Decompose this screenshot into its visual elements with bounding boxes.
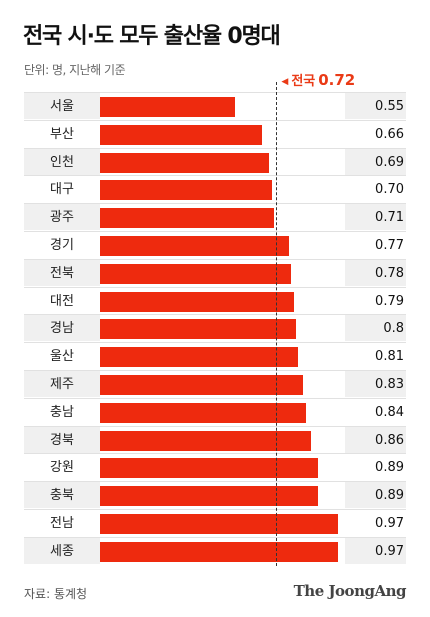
reference-label: ◀ 전국 0.72 xyxy=(281,70,355,89)
bar xyxy=(100,152,270,173)
bar-track xyxy=(100,231,345,258)
bar-row: 경남 0.8 xyxy=(24,314,406,342)
reference-label-text: 전국 xyxy=(291,74,316,89)
bar xyxy=(100,263,292,284)
bar-track xyxy=(100,509,345,536)
bar-row: 강원 0.89 xyxy=(24,453,406,480)
bar-track xyxy=(100,370,345,397)
bar xyxy=(100,291,294,312)
bar-track xyxy=(100,147,345,175)
bar xyxy=(100,319,296,340)
bar-row: 대전 0.79 xyxy=(24,286,406,314)
value-label: 0.8 xyxy=(345,314,406,342)
value-label: 0.69 xyxy=(345,147,406,175)
bar xyxy=(100,375,304,395)
category-label: 전남 xyxy=(24,509,100,536)
category-label: 경남 xyxy=(24,314,100,342)
bar xyxy=(100,430,311,451)
bar-track xyxy=(100,481,345,508)
value-label: 0.66 xyxy=(345,119,406,147)
value-label: 0.83 xyxy=(345,370,406,397)
bar xyxy=(100,514,338,534)
bar xyxy=(100,347,299,368)
bar-track xyxy=(100,536,345,564)
bar-row: 전북 0.78 xyxy=(24,258,406,286)
bar xyxy=(100,458,319,479)
bar-row: 전남 0.97 xyxy=(24,509,406,536)
bar-row: 광주 0.71 xyxy=(24,203,406,231)
bar-row: 경북 0.86 xyxy=(24,425,406,453)
category-label: 서울 xyxy=(24,92,100,119)
source-note: 자료: 통계청 xyxy=(24,587,88,601)
value-label: 0.97 xyxy=(345,509,406,536)
category-label: 인천 xyxy=(24,147,100,175)
bar-row: 울산 0.81 xyxy=(24,342,406,369)
bar-row: 경기 0.77 xyxy=(24,231,406,258)
category-label: 울산 xyxy=(24,342,100,369)
value-label: 0.55 xyxy=(345,92,406,119)
category-label: 전북 xyxy=(24,258,100,286)
category-label: 광주 xyxy=(24,203,100,231)
bar-track xyxy=(100,119,345,147)
value-label: 0.70 xyxy=(345,175,406,202)
bar-row: 대구 0.70 xyxy=(24,175,406,202)
category-label: 충북 xyxy=(24,481,100,509)
bar xyxy=(100,124,262,145)
category-label: 강원 xyxy=(24,453,100,480)
category-label: 경기 xyxy=(24,231,100,258)
value-label: 0.89 xyxy=(345,481,406,509)
value-label: 0.86 xyxy=(345,425,406,453)
reference-line xyxy=(276,82,278,566)
category-label: 세종 xyxy=(24,536,100,564)
category-label: 대전 xyxy=(24,286,100,314)
unit-note: 단위: 명, 지난해 기준 xyxy=(24,63,126,77)
reference-value: 0.72 xyxy=(318,71,356,89)
value-label: 0.77 xyxy=(345,231,406,258)
bar-row: 서울 0.55 xyxy=(24,92,406,119)
bar-track xyxy=(100,258,345,286)
value-label: 0.97 xyxy=(345,536,406,564)
category-label: 충남 xyxy=(24,397,100,425)
page-title: 전국 시·도 모두 출산율 0명대 xyxy=(23,24,281,49)
bar-track xyxy=(100,314,345,341)
bar xyxy=(100,402,306,423)
value-label: 0.81 xyxy=(345,342,406,369)
bar-track xyxy=(100,175,345,202)
category-label: 대구 xyxy=(24,175,100,202)
value-label: 0.71 xyxy=(345,203,406,231)
bar xyxy=(100,541,338,562)
bar xyxy=(100,180,272,201)
bar-row: 충남 0.84 xyxy=(24,397,406,425)
value-label: 0.89 xyxy=(345,453,406,480)
bar-row: 세종 0.97 xyxy=(24,536,406,564)
category-label: 경북 xyxy=(24,425,100,453)
bar xyxy=(100,208,274,229)
bar-track xyxy=(100,397,345,425)
bar-row: 인천 0.69 xyxy=(24,147,406,175)
triangle-left-icon: ◀ xyxy=(281,77,289,87)
bar-row: 부산 0.66 xyxy=(24,119,406,147)
value-label: 0.78 xyxy=(345,258,406,286)
bar-chart: 서울 0.55 부산 0.66 인천 0.69 대구 0.70 광주 0.71 경기 0.77 전북 0.… xyxy=(24,92,406,566)
bar xyxy=(100,486,319,507)
value-label: 0.84 xyxy=(345,397,406,425)
bar-track xyxy=(100,203,345,230)
bar xyxy=(100,236,289,256)
bar-track xyxy=(100,342,345,369)
bar-track xyxy=(100,286,345,314)
value-label: 0.79 xyxy=(345,286,406,314)
bar-track xyxy=(100,453,345,480)
bar-row: 충북 0.89 xyxy=(24,481,406,509)
bar-track xyxy=(100,92,345,119)
category-label: 부산 xyxy=(24,119,100,147)
bar-row: 제주 0.83 xyxy=(24,370,406,397)
bar-track xyxy=(100,425,345,453)
category-label: 제주 xyxy=(24,370,100,397)
bar xyxy=(100,97,235,117)
brand-logo: The JoongAng xyxy=(293,582,407,600)
